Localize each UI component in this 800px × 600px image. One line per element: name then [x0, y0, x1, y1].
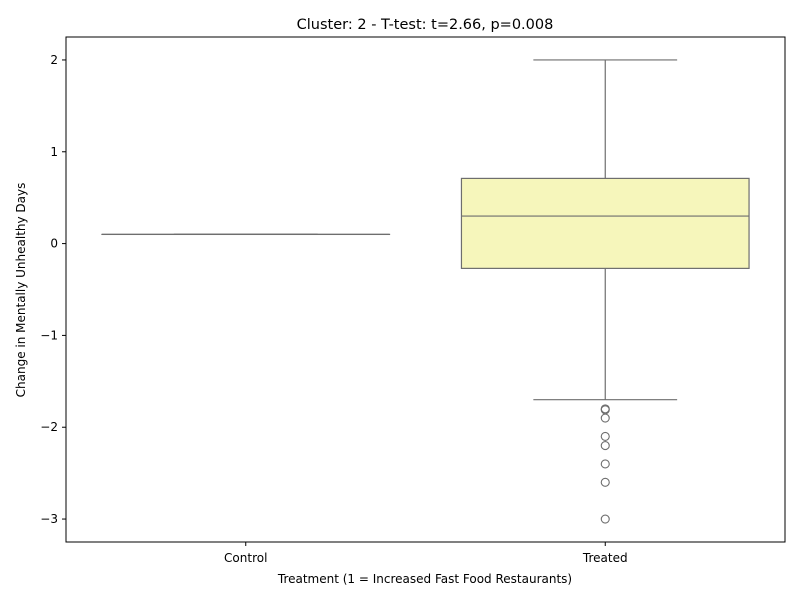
x-tick-label: Control [224, 551, 267, 565]
outlier-point [600, 413, 610, 423]
box-group-treated [460, 59, 750, 524]
x-axis-label: Treatment (1 = Increased Fast Food Resta… [277, 572, 572, 586]
plot-marks [101, 59, 750, 524]
y-tick-label: 0 [50, 237, 58, 251]
outlier-point [600, 459, 610, 469]
iqr-box [460, 177, 750, 269]
x-axis: Control Treated [224, 542, 628, 565]
y-axis-label: Change in Mentally Unhealthy Days [14, 183, 28, 398]
chart-title: Cluster: 2 - T-test: t=2.66, p=0.008 [297, 17, 554, 33]
y-axis: 2 1 0 −1 −2 −3 [40, 53, 66, 526]
y-tick-label: −1 [40, 328, 58, 342]
outlier-point [600, 514, 610, 524]
y-tick-label: 1 [50, 145, 58, 159]
outlier-point [600, 431, 610, 441]
y-tick-label: 2 [50, 53, 58, 67]
x-tick-label: Treated [582, 551, 628, 565]
plot-frame [65, 36, 786, 543]
outlier-point [600, 477, 610, 487]
y-tick-label: −2 [40, 420, 58, 434]
y-tick-label: −3 [40, 512, 58, 526]
outlier-point [600, 441, 610, 451]
